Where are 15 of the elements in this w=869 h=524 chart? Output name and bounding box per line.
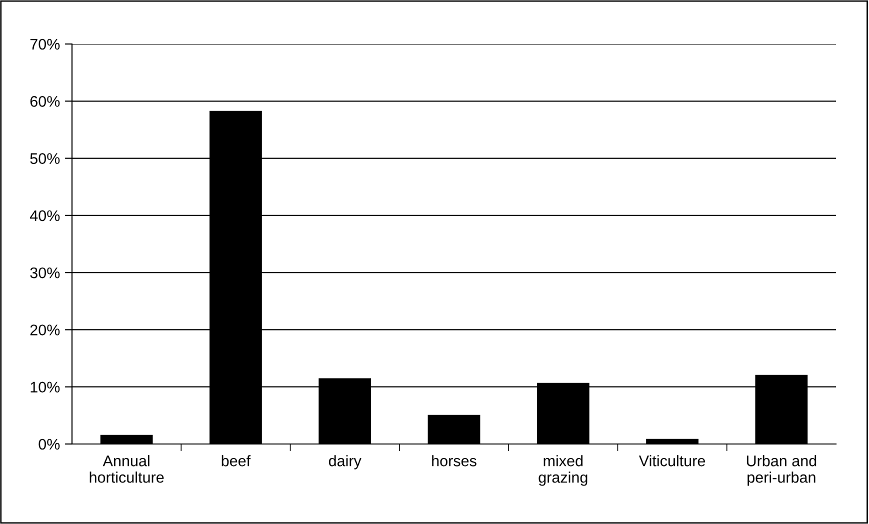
x-tick-label: Annual horticulture <box>90 455 164 483</box>
y-tick-label: 70% <box>30 38 60 50</box>
y-tick-label: 30% <box>30 267 60 278</box>
x-tick-label: horses <box>432 455 476 466</box>
y-tick-label: 10% <box>30 382 60 393</box>
y-tick-label: 60% <box>30 96 60 107</box>
y-tick-label: 40% <box>30 210 60 222</box>
x-tick-label: Urban and peri-urban <box>746 455 816 486</box>
x-tick-label: beef <box>222 455 251 466</box>
y-tick-label: 20% <box>30 324 60 336</box>
y-tick-label: 0% <box>38 438 60 450</box>
x-tick-label: mixed grazing <box>538 455 588 486</box>
y-tick-label: 50% <box>30 153 60 164</box>
x-tick-label: dairy <box>328 455 362 470</box>
x-tick-label: Viticulture <box>638 455 706 466</box>
